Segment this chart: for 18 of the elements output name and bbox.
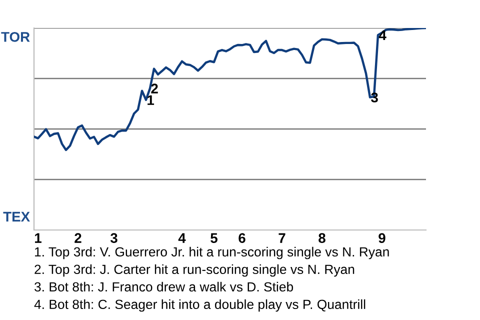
x-tick-label: 1	[35, 233, 42, 243]
x-tick-label: 2	[74, 233, 82, 243]
annotation: 1	[148, 95, 154, 105]
x-tick-label: 5	[210, 233, 218, 243]
text: TOR	[1, 32, 30, 42]
text: 4. Bot 8th: C. Seager hit into a double play vs P. Quantrill	[34, 299, 366, 312]
x-tick-label: 9	[378, 233, 386, 243]
x-tick-label: 7	[278, 233, 286, 243]
text: 1. Top 3rd: V. Guerrero Jr. hit a run-scoring single vs N. Ryan	[35, 246, 389, 260]
annotation: 2	[151, 84, 158, 94]
x-tick-label: 4	[178, 233, 186, 243]
x-tick-label: 6	[238, 233, 246, 243]
text: 2. Top 3rd: J. Carter hit a run-scoring single vs N. Ryan	[34, 264, 354, 277]
text: 3. Bot 8th: J. Franco drew a walk vs D. Stieb	[34, 282, 294, 292]
annotation: 3	[371, 92, 378, 102]
x-tick-label: 3	[110, 233, 118, 243]
text: TEX	[3, 212, 30, 222]
x-tick-label: 8	[318, 233, 326, 243]
